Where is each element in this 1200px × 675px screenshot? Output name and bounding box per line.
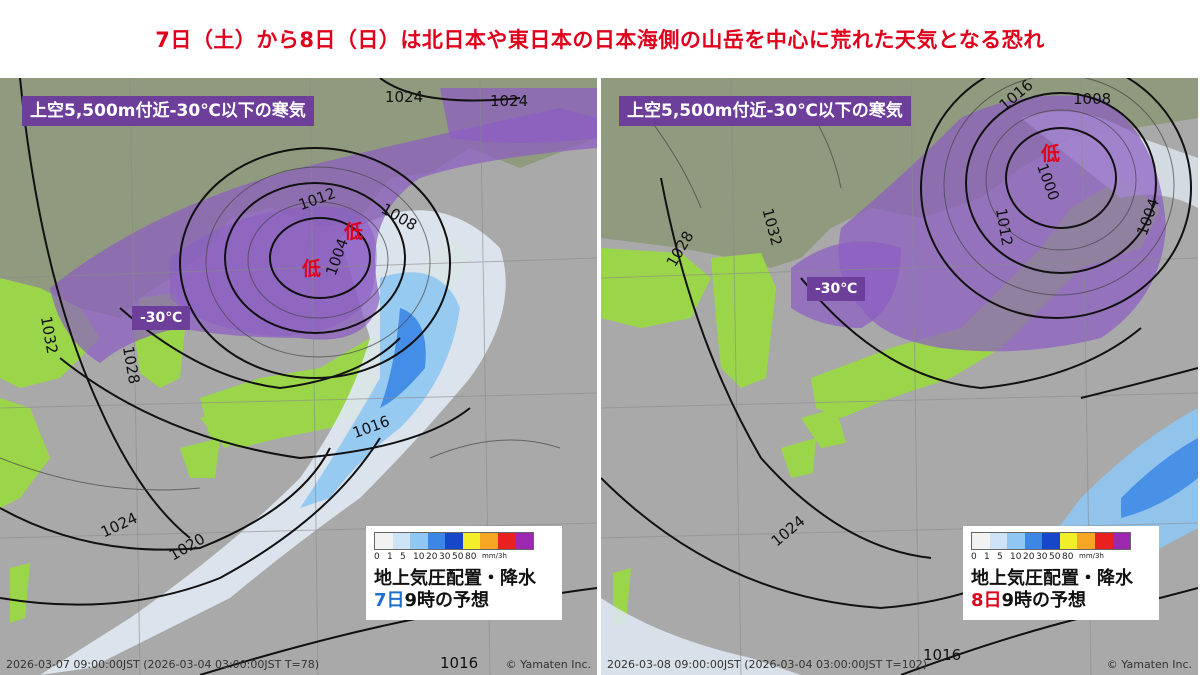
- low-pressure-mark: 低: [1041, 143, 1061, 165]
- isobar-label: 1024: [490, 92, 529, 110]
- legend-swatch: [375, 533, 393, 549]
- legend-swatch: [1024, 533, 1043, 549]
- forecast-map-day7: 上空5,500m付近-30℃以下の寒気 -30℃ 低 低 1024 1024 1…: [0, 78, 597, 675]
- legend-tick: 10: [1010, 552, 1022, 562]
- legend-tick: 30: [439, 552, 451, 562]
- legend-tick: 50: [1049, 552, 1061, 562]
- precipitation-legend: 0 1 5 10 20 30 50 80 mm/3h 地上気圧配置・降水 8日9…: [963, 526, 1159, 620]
- legend-color-bar: [971, 532, 1131, 550]
- legend-swatch: [1094, 533, 1113, 549]
- legend-tick: 1: [984, 552, 990, 562]
- legend-color-bar: [374, 532, 534, 550]
- legend-tick: 20: [426, 552, 438, 562]
- legend-tick: 30: [1036, 552, 1048, 562]
- isobar-label: 1024: [385, 88, 424, 106]
- legend-ticks: 0 1 5 10 20 30 50 80 mm/3h: [971, 552, 1151, 562]
- temperature-label: -30℃: [807, 277, 866, 301]
- legend-swatch: [989, 533, 1008, 549]
- legend-swatch: [410, 533, 428, 549]
- panel-divider: [597, 78, 601, 675]
- map-graphic-day7: [0, 78, 597, 675]
- isobar-label: 1016: [923, 646, 962, 664]
- forecast-day: 8日: [971, 590, 1002, 611]
- legend-tick: 5: [997, 552, 1003, 562]
- legend-tick: 20: [1023, 552, 1035, 562]
- copyright: © Yamaten Inc.: [505, 658, 591, 671]
- legend-swatch: [392, 533, 411, 549]
- legend-swatch: [1112, 533, 1131, 549]
- legend-swatch: [445, 533, 463, 549]
- model-run-info: 2026-03-08 09:00:00JST (2026-03-04 03:00…: [607, 658, 928, 671]
- forecast-day: 7日: [374, 590, 405, 611]
- legend-tick: 1: [387, 552, 393, 562]
- legend-tick: 0: [374, 552, 380, 562]
- legend-swatch: [972, 533, 990, 549]
- legend-swatch: [497, 533, 516, 549]
- legend-swatch: [1077, 533, 1095, 549]
- legend-tick: 10: [413, 552, 425, 562]
- forecast-time: 7日9時の予想: [374, 590, 554, 612]
- precipitation-legend: 0 1 5 10 20 30 50 80 mm/3h 地上気圧配置・降水 7日9…: [366, 526, 562, 620]
- forecast-time-suffix: 9時の予想: [404, 590, 490, 611]
- legend-swatch: [515, 533, 534, 549]
- legend-tick: 80: [465, 552, 477, 562]
- temperature-label: -30℃: [132, 306, 191, 330]
- legend-swatch: [480, 533, 498, 549]
- legend-swatch: [462, 533, 481, 549]
- legend-swatch: [1007, 533, 1025, 549]
- forecast-time: 8日9時の予想: [971, 590, 1151, 612]
- legend-tick: 50: [452, 552, 464, 562]
- legend-title: 地上気圧配置・降水: [971, 568, 1133, 589]
- legend-ticks: 0 1 5 10 20 30 50 80 mm/3h: [374, 552, 554, 562]
- forecast-time-suffix: 9時の予想: [1001, 590, 1087, 611]
- legend-unit: mm/3h: [482, 552, 507, 560]
- forecast-map-day8: 上空5,500m付近-30℃以下の寒気 -30℃ 低 1016 1008 100…: [601, 78, 1198, 675]
- legend-swatch: [1042, 533, 1060, 549]
- legend-tick: 5: [400, 552, 406, 562]
- legend-tick: 0: [971, 552, 977, 562]
- legend-unit: mm/3h: [1079, 552, 1104, 560]
- legend-swatch: [427, 533, 446, 549]
- model-run-info: 2026-03-07 09:00:00JST (2026-03-04 03:00…: [6, 658, 320, 671]
- cold-air-label: 上空5,500m付近-30℃以下の寒気: [22, 96, 314, 126]
- legend-tick: 80: [1062, 552, 1074, 562]
- legend-title: 地上気圧配置・降水: [374, 568, 536, 589]
- legend-swatch: [1059, 533, 1078, 549]
- low-pressure-mark: 低: [302, 258, 322, 280]
- isobar-label: 1016: [440, 654, 479, 672]
- isobar-label: 1008: [1073, 90, 1112, 108]
- cold-air-label: 上空5,500m付近-30℃以下の寒気: [619, 96, 911, 126]
- low-pressure-mark: 低: [344, 221, 364, 243]
- headline: 7日（土）から8日（日）は北日本や東日本の日本海側の山岳を中心に荒れた天気となる…: [155, 28, 1045, 52]
- copyright: © Yamaten Inc.: [1106, 658, 1192, 671]
